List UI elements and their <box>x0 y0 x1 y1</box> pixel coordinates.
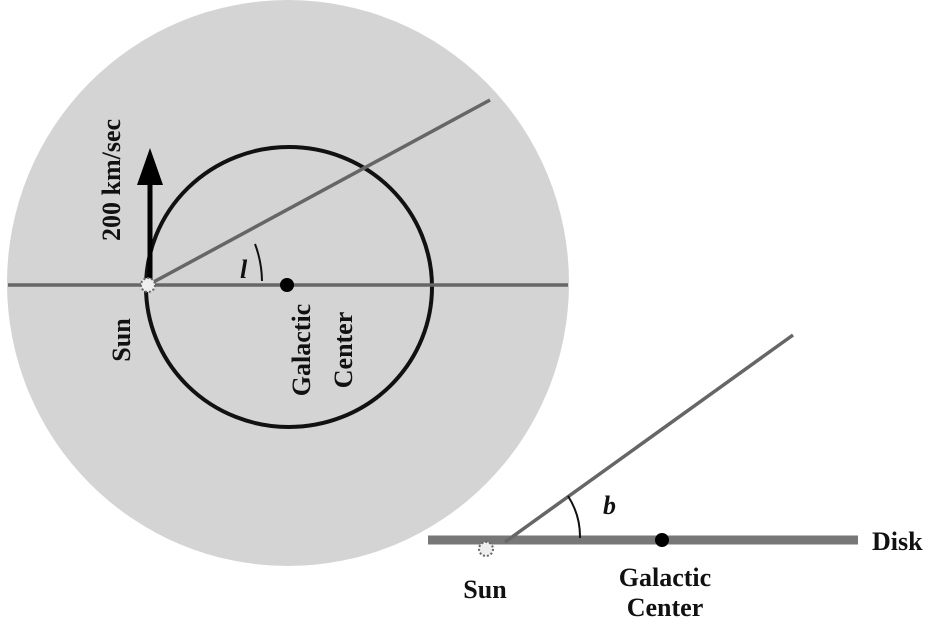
center-label: Center <box>627 593 704 621</box>
latitude-label: b <box>603 491 616 520</box>
center-label: Galactic <box>287 304 316 396</box>
disk-label: Disk <box>872 527 923 556</box>
sun-label: Sun <box>463 575 507 604</box>
sightline <box>147 98 491 287</box>
sun-icon <box>140 277 156 293</box>
longitude-label: l <box>240 255 248 284</box>
arrow-head <box>137 148 163 185</box>
angle-arc <box>567 495 582 539</box>
sun-icon <box>478 541 494 557</box>
angle-arc <box>254 243 263 282</box>
sun-label: Sun <box>107 318 136 362</box>
center-label: Center <box>329 312 358 389</box>
center-dot <box>280 278 294 292</box>
center-dot <box>655 533 669 547</box>
sightline <box>503 333 795 544</box>
center-label: Galactic <box>619 563 711 592</box>
velocity-label: 200 km/sec <box>97 119 126 241</box>
